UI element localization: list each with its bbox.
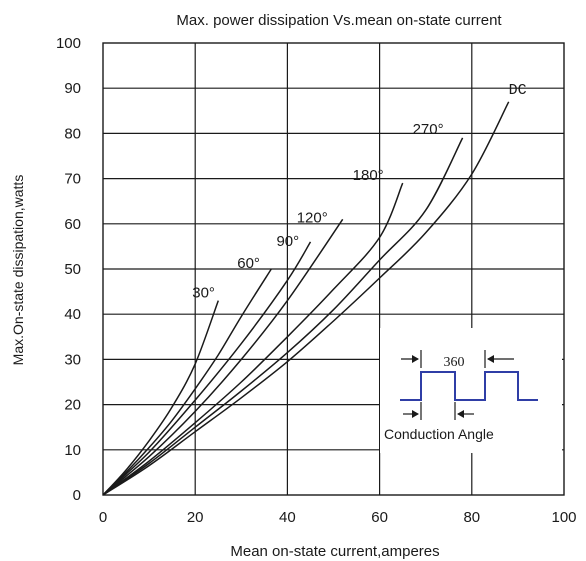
y-tick-labels: 0 10 20 30 40 50 60 70 80 90 100 [56, 35, 81, 504]
curve-60 [102, 268, 272, 496]
curve-labels: 30° 60° 90° 120° 180° 270° DC [192, 82, 526, 302]
curve-30 [102, 300, 220, 496]
curve-label-60: 60° [237, 255, 260, 272]
waveform-inset: 360 Conduction Angle [380, 328, 562, 453]
y-tick-80: 80 [64, 125, 81, 142]
period-label: 360 [444, 355, 465, 370]
conduction-arrowhead-left [412, 410, 419, 418]
period-arrowhead-left [412, 355, 419, 363]
series-curves [102, 101, 510, 496]
y-tick-50: 50 [64, 261, 81, 278]
inset-background [380, 328, 562, 453]
conduction-arrowhead-right [457, 410, 464, 418]
curve-label-180: 180° [353, 167, 384, 184]
x-tick-40: 40 [279, 509, 296, 526]
y-tick-60: 60 [64, 216, 81, 233]
x-tick-100: 100 [551, 509, 576, 526]
x-tick-80: 80 [463, 509, 480, 526]
y-tick-20: 20 [64, 397, 81, 414]
y-tick-40: 40 [64, 306, 81, 323]
chart-title: Max. power dissipation Vs.mean on-state … [176, 12, 502, 29]
curve-180 [102, 182, 404, 496]
conduction-angle-label: Conduction Angle [384, 426, 494, 442]
curve-label-DC: DC [509, 82, 527, 99]
x-axis-label: Mean on-state current,amperes [230, 543, 439, 560]
curve-label-120: 120° [297, 209, 328, 226]
y-tick-30: 30 [64, 351, 81, 368]
square-wave [400, 371, 538, 401]
curve-270 [102, 137, 464, 496]
plot-frame [102, 42, 565, 496]
curve-label-30: 30° [192, 285, 215, 302]
curve-label-270: 270° [413, 121, 444, 138]
y-tick-90: 90 [64, 80, 81, 97]
curve-DC [102, 101, 510, 496]
x-tick-labels: 0 20 40 60 80 100 [99, 509, 577, 526]
y-tick-70: 70 [64, 171, 81, 188]
y-tick-100: 100 [56, 35, 81, 52]
y-axis-label: Max.On-state dissipation,watts [10, 175, 26, 366]
x-tick-60: 60 [371, 509, 388, 526]
grid-horizontal [103, 87, 564, 451]
curve-120 [102, 218, 344, 496]
y-tick-10: 10 [64, 442, 81, 459]
curve-label-90: 90° [276, 233, 299, 250]
x-tick-0: 0 [99, 509, 107, 526]
y-tick-0: 0 [73, 487, 81, 504]
curve-90 [102, 241, 312, 496]
x-tick-20: 20 [187, 509, 204, 526]
period-arrowhead-right [487, 355, 494, 363]
